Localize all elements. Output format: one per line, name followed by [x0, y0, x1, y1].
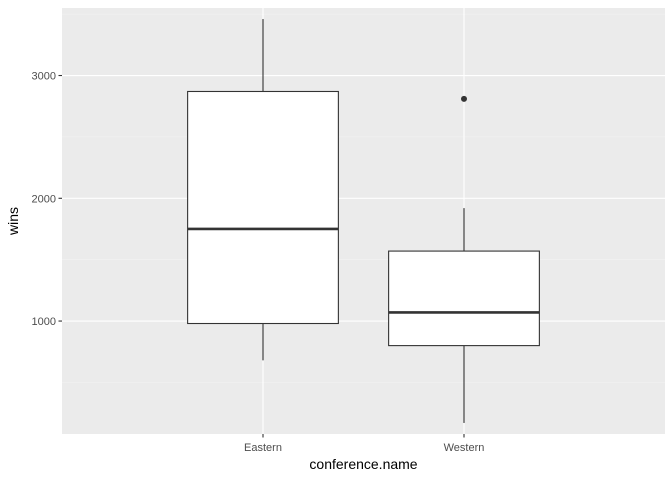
x-tick-label: Western	[444, 442, 485, 454]
y-tick-label: 1000	[32, 316, 56, 328]
x-axis-title: conference.name	[309, 456, 417, 472]
y-axis-title: wins	[5, 207, 21, 236]
axes: 1000 2000 3000 Eastern Western	[32, 71, 485, 454]
box-eastern	[187, 90, 339, 325]
boxes	[187, 19, 540, 423]
outlier-point	[461, 95, 467, 102]
y-tick-label: 3000	[32, 71, 56, 83]
y-tick-label: 2000	[32, 193, 56, 205]
plot-panel	[62, 8, 665, 434]
x-tick-label: Eastern	[244, 442, 282, 454]
box-western	[388, 250, 540, 347]
